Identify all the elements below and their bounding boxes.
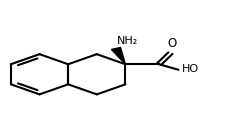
Text: O: O [166, 38, 175, 51]
Text: NH₂: NH₂ [117, 36, 138, 46]
Text: HO: HO [182, 64, 199, 75]
Polygon shape [111, 47, 125, 64]
